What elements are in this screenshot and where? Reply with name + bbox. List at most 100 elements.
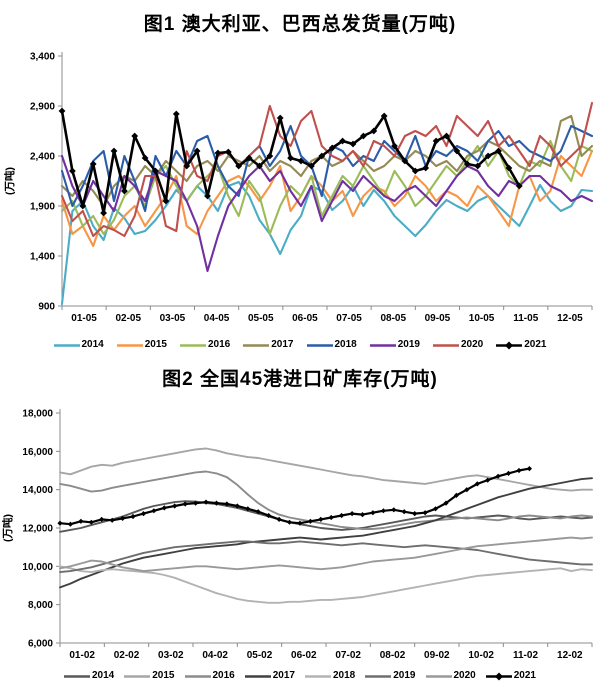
legend-swatch-2020 [433,343,459,347]
legend-label-2018: 2018 [333,670,356,681]
legend-swatch-2019 [365,674,392,678]
series-line-2016 [60,139,594,236]
x-tick-label: 11-05 [513,313,538,324]
legend-label-2017: 2017 [271,339,294,350]
legend-item-2015: 2015 [124,670,175,681]
series-line-2021 [58,467,531,526]
legend-swatch-2018 [306,343,333,347]
x-tick-label: 04-02 [202,650,228,661]
legend-item-2020: 2020 [433,340,483,350]
y-tick-label: 8,000 [28,600,53,611]
legend-item-2017: 2017 [244,670,295,681]
legend-item-2019: 2019 [369,339,420,350]
y-tick-label: 2,400 [30,152,55,163]
x-tick-label: 07-02 [335,650,361,661]
legend-label-2021: 2021 [524,339,547,350]
series-line-2015 [59,447,593,492]
legend-label-2021: 2021 [513,670,536,681]
y-tick-label: 1,900 [30,202,55,213]
x-tick-label: 01-02 [69,650,95,661]
x-tick-label: 04-05 [204,313,230,324]
y-tick-label: 3,400 [30,52,55,63]
y-tick-label: 12,000 [22,524,53,535]
chart2-title: 图2 全国45港进口矿库存(万吨) [162,369,438,390]
legend-item-2015: 2015 [116,339,167,350]
legend-item-2020: 2020 [425,670,476,681]
chart1-title: 图1 澳大利亚、巴西总发货量(万吨) [143,14,457,35]
chart2-canvas: 6,000 8,000 10,000 12,000 14,000 16,000 18,000… [0,395,600,668]
shipments-chart-svg: 900 1,400 1,900 2,400 2,900 3,400 01-05 02-05 03… [3,52,594,324]
x-tick-label: 01-05 [71,313,97,324]
series-line-2015 [60,149,594,248]
inventory-chart-svg: 6,000 8,000 10,000 12,000 14,000 16,000 18,000… [1,409,593,661]
legend-swatch-2020 [425,674,452,678]
legend-label-2020: 2020 [461,339,484,350]
series-line-2014 [60,180,594,306]
x-tick-label: 12-05 [557,313,583,324]
legend-item-2019: 2019 [365,670,416,681]
series-line-2017 [60,114,594,208]
x-tick-label: 09-02 [424,650,450,661]
x-tick-label: 11-02 [513,650,538,661]
legend-item-2018: 2018 [305,671,355,681]
y-tick-label: 900 [38,302,55,313]
legend-label-2017: 2017 [272,670,295,681]
series-line-2019 [59,540,593,574]
x-tick-label: 06-05 [292,313,318,324]
chart2-legend: 2014 2015 2016 2017 2018 2019 2020 2021 [0,668,600,684]
series-line-2016 [59,470,593,530]
legend-label-2020: 2020 [453,670,476,681]
legend-item-2018: 2018 [306,339,357,350]
y-tick-label: 2,900 [30,102,55,113]
legend-item-2016: 2016 [184,670,235,681]
x-tick-label: 08-05 [380,313,406,324]
y-axis-title: (万吨) [3,167,16,195]
legend-item-2021: 2021 [496,339,547,350]
x-tick-label: 02-05 [115,313,141,324]
legend-label-2015: 2015 [152,670,175,681]
legend-item-2014: 2014 [53,339,104,350]
x-tick-label: 10-02 [468,650,494,661]
legend-swatch-2019 [369,343,396,347]
series-line-2018 [60,124,594,213]
y-tick-label: 10,000 [22,562,53,573]
x-tick-label: 12-02 [557,650,583,661]
chart1-canvas: 900 1,400 1,900 2,400 2,900 3,400 01-05 02-05 03… [0,40,600,335]
x-tick-label: 03-02 [158,650,184,661]
legend-swatch-2017 [244,674,271,678]
legend-swatch-2021 [485,672,512,680]
legend-label-2019: 2019 [397,339,420,350]
legend-swatch-2021 [496,341,523,349]
legend-swatch-2016 [184,674,211,678]
series-line-2017 [59,477,593,589]
series-line-2019 [60,154,594,273]
x-tick-label: 03-05 [160,313,186,324]
legend-label-2018: 2018 [334,339,357,350]
legend-label-2019: 2019 [393,670,416,681]
legend-item-2014: 2014 [64,671,114,681]
legend-label-2015: 2015 [144,339,167,350]
legend-label-2014: 2014 [92,670,115,681]
x-tick-label: 09-05 [425,313,451,324]
y-tick-label: 6,000 [28,639,53,650]
x-tick-label: 02-02 [114,650,140,661]
y-tick-label: 18,000 [22,409,53,420]
legend-label-2014: 2014 [81,339,104,350]
legend-item-2017: 2017 [243,339,294,350]
x-tick-label: 06-02 [291,650,317,661]
x-tick-label: 07-05 [336,313,362,324]
series-line-2020 [59,536,593,573]
y-tick-label: 1,400 [30,252,55,263]
y-tick-label: 16,000 [22,447,53,458]
legend-swatch-2014 [64,674,90,678]
series-line-2018 [59,565,593,604]
series-line-2014 [59,500,593,533]
legend-swatch-2018 [305,674,331,678]
x-tick-label: 10-05 [469,313,495,324]
legend-swatch-2014 [53,343,80,347]
legend-item-2016: 2016 [180,340,230,350]
legend-label-2016: 2016 [212,670,235,681]
chart1-legend: 2014 2015 2016 2017 2018 2019 2020 2021 [0,335,600,355]
legend-swatch-2015 [124,674,151,678]
